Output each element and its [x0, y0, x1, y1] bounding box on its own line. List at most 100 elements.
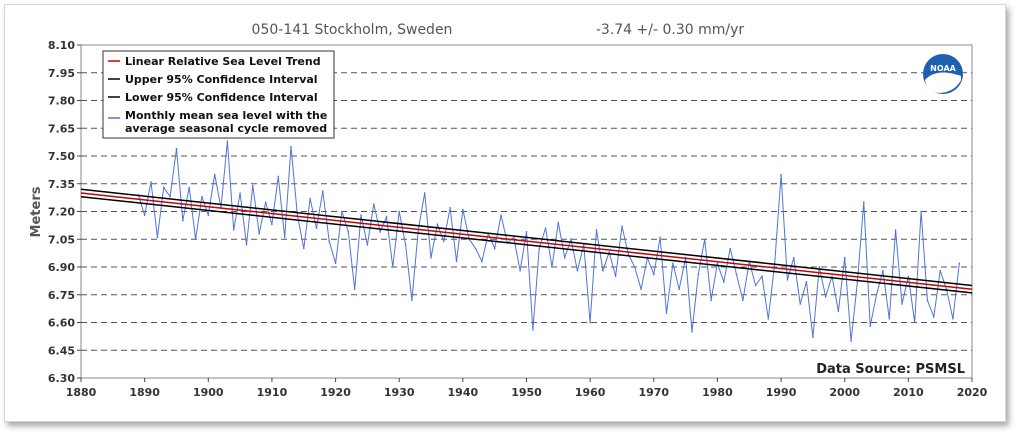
legend-label-monthly: Monthly mean sea level with the average s… — [125, 109, 327, 135]
data-source-note: Data Source: PSMSL — [816, 362, 965, 377]
monthly-point-1916 — [309, 197, 311, 200]
monthly-point-1955 — [557, 221, 560, 224]
monthly-point-1894 — [169, 195, 171, 198]
monthly-point-1961 — [595, 229, 598, 231]
monthly-point-2018 — [958, 262, 961, 265]
monthly-point-1935 — [430, 256, 432, 259]
monthly-point-2001 — [850, 340, 852, 342]
monthly-point-1899 — [201, 195, 203, 198]
monthly-point-1996 — [818, 266, 821, 268]
y-tick-label-6.30: 6.30 — [48, 372, 75, 385]
monthly-point-1893 — [162, 186, 165, 189]
series-layer — [80, 140, 973, 342]
monthly-point-2003 — [863, 201, 865, 203]
monthly-point-1968 — [640, 288, 642, 291]
monthly-point-1921 — [341, 210, 343, 213]
monthly-point-1959 — [583, 244, 585, 246]
x-tick-label-1960: 1960 — [575, 386, 606, 399]
x-tick-label-2000: 2000 — [829, 386, 860, 399]
monthly-point-1967 — [633, 266, 636, 268]
monthly-point-1960 — [589, 321, 591, 324]
x-tick-label-1970: 1970 — [638, 386, 669, 399]
monthly-point-1942 — [474, 247, 477, 250]
monthly-point-1910 — [271, 223, 273, 226]
monthly-point-1978 — [703, 238, 706, 241]
monthly-point-1988 — [767, 318, 770, 320]
noaa-logo: NOAA — [923, 54, 963, 94]
axes: 6.30 6.45 6.60 6.75 6.90 7.05 7.20 7.35 7.50 7.65… — [48, 39, 988, 399]
monthly-point-1905 — [239, 192, 241, 194]
legend-label-upper: Upper 95% Confidence Interval — [125, 73, 318, 86]
monthly-point-2012 — [920, 210, 922, 213]
trend-value: -3.74 +/- 0.30 mm/yr — [596, 22, 745, 38]
monthly-point-1998 — [831, 275, 833, 278]
monthly-point-2002 — [856, 281, 859, 283]
monthly-point-1890 — [143, 214, 146, 216]
x-tick-label-1900: 1900 — [193, 386, 224, 399]
monthly-point-1980 — [716, 262, 719, 265]
x-tick-label-1910: 1910 — [257, 386, 288, 399]
monthly-point-1953 — [544, 227, 547, 229]
monthly-point-1904 — [232, 229, 235, 231]
y-axis-label: Meters — [29, 186, 44, 237]
monthly-point-1919 — [328, 240, 331, 242]
noaa-logo-gull — [925, 72, 961, 93]
y-tick-label-6.75: 6.75 — [48, 289, 75, 302]
legend-label-trend: Linear Relative Sea Level Trend — [125, 55, 321, 68]
y-tick-label-6.60: 6.60 — [48, 317, 75, 330]
monthly-point-1911 — [277, 175, 280, 178]
y-tick-label-7.95: 7.95 — [48, 67, 75, 80]
monthly-point-1963 — [608, 251, 610, 253]
monthly-point-1991 — [786, 279, 789, 281]
monthly-point-1912 — [283, 236, 286, 239]
monthly-point-2005 — [875, 293, 878, 296]
monthly-point-1984 — [742, 299, 744, 302]
y-tick-label-7.05: 7.05 — [48, 233, 75, 246]
monthly-point-1964 — [614, 275, 617, 278]
monthly-point-2014 — [933, 316, 935, 318]
monthly-point-1971 — [659, 236, 661, 239]
monthly-point-1997 — [824, 295, 827, 298]
y-tick-label-6.45: 6.45 — [48, 344, 75, 357]
x-tick-label-1940: 1940 — [448, 386, 479, 399]
monthly-point-1932 — [411, 299, 413, 302]
y-tick-label-7.80: 7.80 — [48, 95, 75, 108]
monthly-point-1895 — [175, 147, 178, 150]
monthly-point-1990 — [780, 173, 782, 176]
y-tick-label-8.10: 8.10 — [48, 39, 75, 52]
monthly-point-1950 — [525, 231, 528, 233]
x-tick-label-1990: 1990 — [766, 386, 797, 399]
trend-line — [80, 192, 973, 290]
x-tick-label-2010: 2010 — [893, 386, 924, 399]
monthly-point-2007 — [888, 318, 891, 320]
monthly-point-1900 — [207, 214, 210, 216]
monthly-point-1962 — [602, 269, 604, 272]
monthly-point-1986 — [754, 284, 757, 287]
monthly-point-2009 — [901, 303, 903, 305]
monthly-point-1913 — [290, 145, 292, 148]
x-tick-label-1890: 1890 — [129, 386, 160, 399]
upper-confidence-line — [80, 188, 973, 287]
station-title: 050-141 Stockholm, Sweden — [252, 22, 453, 38]
monthly-point-1999 — [837, 310, 840, 313]
monthly-point-1920 — [334, 262, 337, 265]
x-tick-label-1950: 1950 — [511, 386, 542, 399]
monthly-point-1906 — [245, 244, 248, 246]
legend-box — [102, 50, 335, 139]
monthly-point-1892 — [156, 236, 159, 239]
monthly-point-1938 — [449, 207, 451, 209]
monthly-point-1908 — [258, 232, 261, 235]
monthly-point-1896 — [182, 219, 184, 222]
x-tick-label-1880: 1880 — [66, 386, 97, 399]
monthly-point-1915 — [303, 247, 305, 250]
monthly-point-1994 — [805, 281, 808, 283]
monthly-point-2017 — [952, 318, 954, 320]
monthly-point-1943 — [481, 260, 483, 263]
monthly-point-1993 — [799, 303, 801, 305]
monthly-point-1948 — [513, 236, 515, 239]
monthly-point-1974 — [678, 288, 680, 291]
monthly-point-1972 — [665, 312, 668, 315]
y-tick-label-7.20: 7.20 — [48, 206, 75, 219]
monthly-point-1929 — [392, 266, 394, 268]
monthly-point-1976 — [691, 331, 693, 333]
